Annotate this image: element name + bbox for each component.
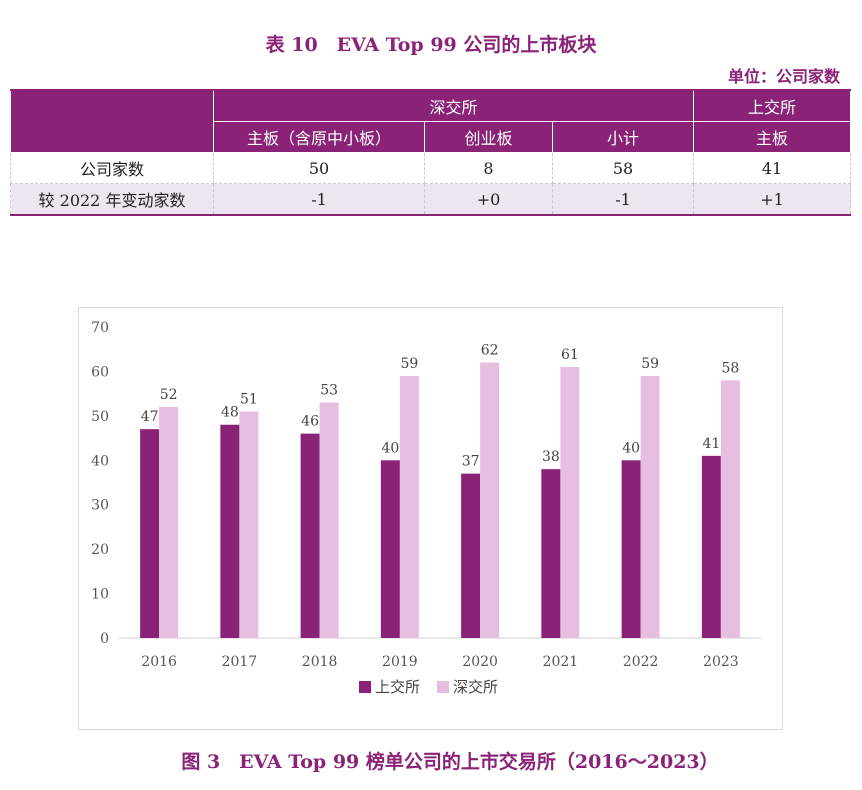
table-cell: +0 (424, 183, 553, 216)
table-row: 公司家数 50 8 58 41 (10, 152, 852, 184)
data-label: 46 (301, 414, 319, 430)
table-cell: 58 (551, 152, 695, 184)
data-label: 41 (702, 436, 720, 452)
x-tick-label: 2023 (703, 654, 739, 670)
header-corner-cell (10, 89, 214, 153)
y-tick-label: 20 (91, 542, 109, 558)
sse-bar (541, 469, 561, 638)
sse-bar (140, 429, 160, 638)
x-tick-label: 2021 (543, 654, 579, 670)
header-szse: 深交所 (212, 89, 695, 122)
table-header-row: 深交所 上交所 (10, 89, 852, 153)
data-label: 38 (542, 449, 560, 465)
y-tick-label: 0 (100, 631, 109, 647)
header-szse-main-board: 主板（含原中小板） (213, 121, 425, 153)
unit-label: 单位：公司家数 (727, 67, 840, 86)
data-label: 61 (561, 347, 579, 363)
header-subtotal: 小计 (551, 121, 695, 153)
chart-frame (78, 307, 783, 730)
szse-bar (560, 366, 580, 638)
y-tick-label: 40 (91, 453, 109, 469)
szse-bar (640, 375, 660, 638)
data-label: 53 (320, 383, 338, 399)
szse-bar (319, 402, 339, 638)
sse-bar (701, 455, 721, 638)
listing-board-table: 深交所 上交所 主板（含原中小板） 创业板 小计 主板 公司家数 50 8 58… (10, 89, 852, 216)
x-tick-label: 2019 (382, 654, 418, 670)
y-tick-label: 30 (91, 498, 109, 514)
row-label: 公司家数 (10, 152, 214, 184)
data-label: 52 (160, 387, 178, 403)
szse-bar (399, 375, 419, 638)
x-tick-label: 2022 (623, 654, 659, 670)
x-tick-label: 2016 (141, 654, 177, 670)
legend-swatch-szse (437, 681, 449, 693)
y-tick-label: 50 (91, 409, 109, 425)
data-label: 62 (481, 343, 499, 359)
figure-caption: 图 3 EVA Top 99 榜单公司的上市交易所（2016～2023） (181, 751, 719, 773)
legend-label-sse: 上交所 (375, 678, 420, 696)
data-label: 47 (141, 409, 159, 425)
table-cell: 41 (693, 152, 852, 184)
sse-bar (461, 473, 481, 638)
data-label: 59 (641, 356, 659, 372)
data-label: 37 (462, 454, 480, 470)
data-label: 51 (240, 391, 258, 407)
x-tick-label: 2017 (222, 654, 258, 670)
szse-bar (159, 406, 179, 638)
header-chinext: 创业板 (424, 121, 553, 153)
x-tick-label: 2018 (302, 654, 338, 670)
table-subheader-row: 主板（含原中小板） 创业板 小计 主板 (11, 121, 852, 153)
table-cell: 50 (213, 152, 425, 184)
data-label: 40 (622, 440, 640, 456)
data-label: 59 (400, 356, 418, 372)
row-label: 较 2022 年变动家数 (10, 183, 214, 216)
szse-bar (480, 362, 500, 638)
y-tick-label: 60 (91, 364, 109, 380)
table-cell: +1 (693, 183, 852, 216)
table-cell: 8 (424, 152, 553, 184)
szse-bar (720, 380, 740, 638)
table-cell: -1 (213, 183, 425, 216)
szse-bar (239, 411, 259, 638)
y-tick-label: 10 (91, 587, 109, 603)
x-tick-label: 2020 (462, 654, 498, 670)
header-sse: 上交所 (693, 89, 852, 122)
data-label: 48 (221, 405, 239, 421)
sse-bar (621, 460, 641, 638)
header-sse-main-board: 主板 (693, 121, 852, 153)
data-label: 40 (381, 440, 399, 456)
legend-swatch-sse (359, 681, 371, 693)
table-cell: -1 (551, 183, 695, 216)
sse-bar (220, 424, 240, 638)
table-title: 表 10 EVA Top 99 公司的上市板块 (265, 34, 597, 56)
y-tick-label: 70 (91, 320, 109, 336)
table-row: 较 2022 年变动家数 -1 +0 -1 +1 (10, 183, 852, 216)
sse-bar (380, 460, 400, 638)
data-label: 58 (721, 360, 739, 376)
legend-label-szse: 深交所 (453, 678, 498, 696)
sse-bar (300, 433, 320, 638)
